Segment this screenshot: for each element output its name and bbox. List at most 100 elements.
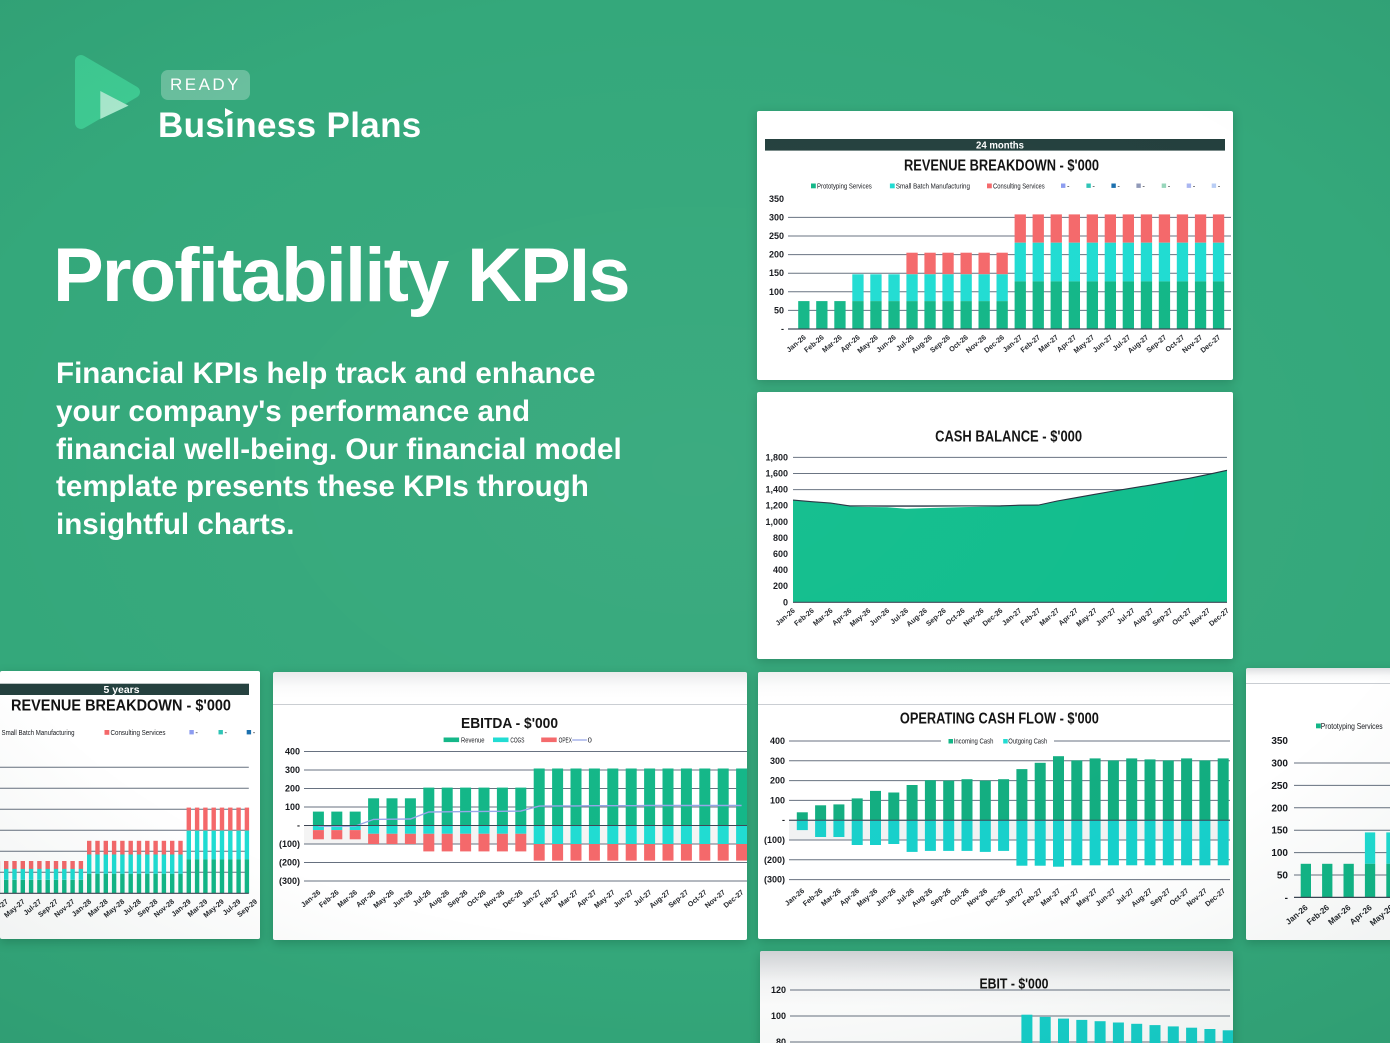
svg-text:0: 0	[783, 597, 788, 607]
svg-text:Consulting Services: Consulting Services	[993, 182, 1045, 191]
svg-text:Mar-26: Mar-26	[335, 888, 359, 910]
svg-text:400: 400	[285, 747, 300, 757]
svg-text:Jun-26: Jun-26	[868, 606, 892, 628]
svg-text:(200): (200)	[279, 858, 300, 868]
svg-text:Feb-26: Feb-26	[801, 886, 825, 908]
svg-text:May-27: May-27	[1072, 333, 1096, 356]
svg-text:100: 100	[285, 802, 300, 812]
svg-text:Dec-26: Dec-26	[981, 606, 1005, 628]
svg-text:Sep-27: Sep-27	[1150, 606, 1174, 628]
svg-text:Jun-26: Jun-26	[874, 333, 898, 355]
svg-text:-: -	[1092, 182, 1095, 191]
svg-text:300: 300	[770, 756, 785, 766]
svg-text:5 years: 5 years	[104, 684, 140, 696]
svg-text:Jun-27: Jun-27	[1094, 886, 1118, 908]
svg-text:Jun-27: Jun-27	[611, 888, 635, 910]
svg-text:-: -	[195, 728, 198, 737]
svg-text:-: -	[1142, 182, 1145, 191]
svg-text:Aug-27: Aug-27	[647, 888, 671, 911]
svg-text:Sep-26: Sep-26	[929, 886, 953, 908]
svg-text:50: 50	[1277, 871, 1289, 882]
svg-text:Jun-26: Jun-26	[874, 886, 898, 908]
svg-text:200: 200	[770, 776, 785, 786]
svg-text:300: 300	[769, 212, 784, 222]
svg-text:(300): (300)	[279, 876, 300, 886]
svg-text:Small Batch Manufacturing: Small Batch Manufacturing	[896, 182, 970, 191]
svg-text:100: 100	[769, 287, 784, 297]
svg-text:Nov-26: Nov-26	[482, 888, 506, 910]
svg-text:1,400: 1,400	[765, 485, 788, 495]
svg-text:-: -	[1193, 182, 1196, 191]
svg-text:OPERATING CASH FLOW - $'000: OPERATING CASH FLOW - $'000	[900, 710, 1099, 727]
svg-text:Dec-26: Dec-26	[984, 886, 1008, 908]
svg-text:-: -	[225, 728, 228, 737]
svg-text:May-26: May-26	[371, 888, 395, 911]
svg-text:Sep-26: Sep-26	[924, 606, 948, 628]
svg-text:250: 250	[769, 231, 784, 241]
svg-text:REVENUE BREAKDOWN - $'000: REVENUE BREAKDOWN - $'000	[11, 698, 231, 715]
svg-text:Jan-26: Jan-26	[1284, 903, 1310, 927]
svg-text:1,200: 1,200	[765, 501, 788, 511]
svg-text:Dec-27: Dec-27	[1203, 886, 1227, 908]
svg-text:Mar-27: Mar-27	[1037, 606, 1061, 628]
svg-text:150: 150	[769, 268, 784, 278]
svg-text:400: 400	[770, 736, 785, 746]
svg-text:Sep-27: Sep-27	[1144, 333, 1168, 355]
svg-text:-: -	[1218, 182, 1221, 191]
svg-text:Dec-27: Dec-27	[1198, 333, 1222, 355]
svg-text:(300): (300)	[764, 875, 785, 885]
svg-text:-: -	[1168, 182, 1171, 191]
svg-text:-: -	[253, 728, 256, 737]
svg-text:(100): (100)	[279, 839, 300, 849]
svg-text:600: 600	[773, 549, 788, 559]
svg-text:May-26: May-26	[1368, 903, 1390, 928]
svg-text:May-26: May-26	[848, 606, 872, 629]
svg-text:Small Batch Manufacturing: Small Batch Manufacturing	[2, 728, 75, 737]
svg-text:250: 250	[1271, 781, 1288, 792]
svg-text:24 months: 24 months	[976, 140, 1024, 152]
svg-text:May-27: May-27	[592, 888, 616, 911]
svg-text:100: 100	[771, 1011, 786, 1021]
svg-text:Feb-27: Feb-27	[538, 888, 562, 910]
svg-text:100: 100	[1271, 848, 1288, 859]
svg-text:Jan-27: Jan-27	[1000, 606, 1023, 628]
svg-text:-: -	[781, 324, 784, 334]
svg-text:Aug-26: Aug-26	[427, 888, 451, 911]
svg-text:Mar-27: Mar-27	[0, 897, 10, 919]
svg-text:Feb-26: Feb-26	[1305, 903, 1331, 927]
svg-text:May-27: May-27	[1074, 606, 1098, 629]
svg-text:Mar-26: Mar-26	[1326, 903, 1352, 927]
svg-text:Prototyping Services: Prototyping Services	[1321, 721, 1383, 731]
svg-text:200: 200	[285, 784, 300, 794]
svg-text:800: 800	[773, 533, 788, 543]
svg-text:150: 150	[1271, 826, 1288, 837]
svg-text:Jun-27: Jun-27	[1094, 606, 1118, 628]
svg-text:Mar-27: Mar-27	[556, 888, 580, 910]
svg-text:-: -	[1067, 182, 1070, 191]
svg-text:EBIT - $'000: EBIT - $'000	[980, 976, 1049, 993]
svg-text:Nov-27: Nov-27	[1188, 606, 1212, 628]
svg-text:Mar-27: Mar-27	[1039, 886, 1063, 908]
svg-text:CASH BALANCE - $'000: CASH BALANCE - $'000	[935, 429, 1082, 446]
svg-text:350: 350	[1271, 736, 1288, 747]
svg-text:Mar-26: Mar-26	[811, 606, 835, 628]
svg-text:Aug-27: Aug-27	[1131, 606, 1155, 629]
svg-text:-: -	[782, 815, 785, 825]
svg-text:May-26: May-26	[855, 333, 879, 356]
svg-text:0: 0	[588, 736, 592, 745]
svg-text:Nov-27: Nov-27	[703, 888, 727, 910]
svg-text:350: 350	[769, 194, 784, 204]
svg-text:Sep-26: Sep-26	[928, 333, 952, 355]
svg-text:Mar-26: Mar-26	[820, 333, 844, 355]
svg-text:Dec-26: Dec-26	[501, 888, 525, 910]
svg-text:1,000: 1,000	[765, 517, 788, 527]
svg-text:Feb-27: Feb-27	[1020, 886, 1044, 908]
svg-text:OPEX: OPEX	[559, 736, 572, 745]
svg-text:Sep-27: Sep-27	[666, 888, 690, 910]
svg-text:200: 200	[773, 581, 788, 591]
svg-text:50: 50	[774, 305, 784, 315]
svg-text:200: 200	[769, 250, 784, 260]
svg-text:Nov-26: Nov-26	[961, 606, 985, 628]
svg-text:(100): (100)	[764, 835, 785, 845]
svg-text:Feb-26: Feb-26	[792, 606, 816, 628]
